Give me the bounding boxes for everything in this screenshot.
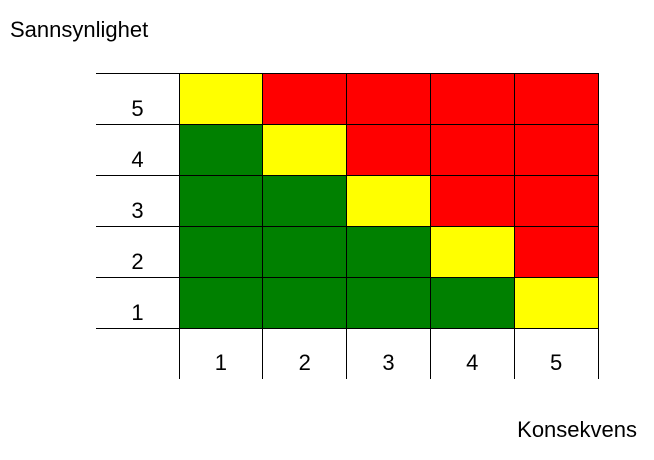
vertical-gridline bbox=[346, 73, 348, 379]
risk-cell-medium bbox=[430, 226, 515, 277]
row-label: 2 bbox=[131, 249, 144, 274]
risk-cell-medium bbox=[179, 73, 263, 124]
y-axis-title: Sannsynlighet bbox=[10, 17, 149, 42]
risk-cell-high bbox=[430, 175, 515, 226]
column-label: 5 bbox=[549, 350, 563, 375]
risk-cell-high bbox=[514, 175, 598, 226]
risk-cell-low bbox=[346, 277, 431, 328]
risk-cell-low bbox=[179, 124, 263, 175]
row-label: 5 bbox=[131, 96, 144, 121]
vertical-gridline bbox=[262, 73, 264, 379]
row-label: 4 bbox=[131, 147, 144, 172]
risk-cell-high bbox=[346, 73, 431, 124]
risk-cell-low bbox=[346, 226, 431, 277]
column-label: 3 bbox=[382, 350, 395, 375]
row-label: 1 bbox=[131, 300, 144, 325]
column-label: 4 bbox=[466, 350, 479, 375]
risk-cell-low bbox=[262, 175, 347, 226]
risk-cell-low bbox=[179, 226, 263, 277]
risk-cell-medium bbox=[346, 175, 431, 226]
risk-matrix: 5 4 3 2 1 1 2 3 4 5 bbox=[96, 72, 599, 379]
vertical-gridline bbox=[513, 73, 515, 379]
column-label: 1 bbox=[214, 350, 228, 375]
risk-cell-medium bbox=[514, 277, 598, 328]
vertical-gridline bbox=[597, 73, 599, 379]
risk-cell-low bbox=[430, 277, 515, 328]
x-axis-title: Konsekvens bbox=[517, 417, 637, 442]
risk-cell-high bbox=[346, 124, 431, 175]
risk-cell-high bbox=[514, 73, 598, 124]
risk-cell-low bbox=[179, 277, 263, 328]
risk-cell-medium bbox=[262, 124, 347, 175]
row-label: 3 bbox=[131, 198, 144, 223]
risk-cell-high bbox=[430, 124, 515, 175]
column-label: 2 bbox=[298, 350, 311, 375]
vertical-gridline bbox=[429, 73, 431, 379]
risk-cell-high bbox=[514, 124, 598, 175]
risk-cell-low bbox=[262, 277, 347, 328]
risk-cell-high bbox=[430, 73, 515, 124]
risk-cell-low bbox=[262, 226, 347, 277]
vertical-gridline bbox=[178, 73, 180, 379]
risk-cell-low bbox=[179, 175, 263, 226]
risk-cell-high bbox=[262, 73, 347, 124]
risk-cell-high bbox=[514, 226, 598, 277]
